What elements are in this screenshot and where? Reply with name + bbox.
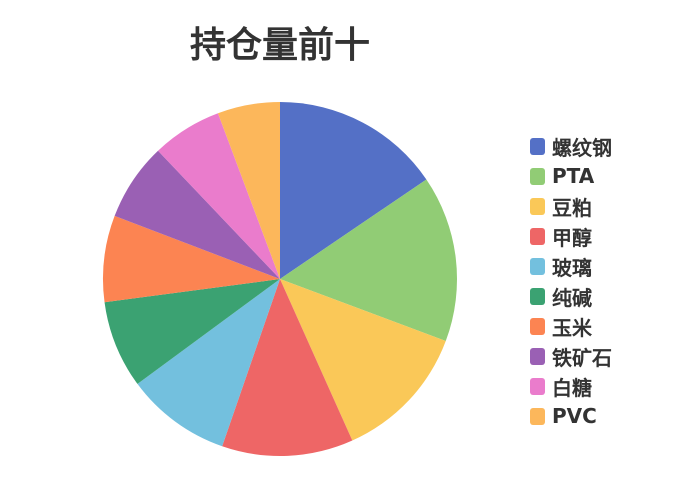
pie-slice-玉米[interactable]: [103, 215, 281, 303]
legend-swatch: [530, 347, 545, 365]
legend-item[interactable]: 豆粕: [530, 191, 612, 221]
pie-slice-PVC[interactable]: [217, 102, 280, 279]
legend-label: 白糖: [552, 375, 592, 400]
legend-item[interactable]: 螺纹钢: [530, 131, 612, 161]
pie-slice-纯碱[interactable]: [104, 279, 281, 384]
legend-label: 螺纹钢: [552, 135, 612, 160]
legend-item[interactable]: PTA: [530, 161, 612, 191]
legend-label: PVC: [552, 404, 597, 428]
legend-swatch: [530, 167, 545, 185]
legend-item[interactable]: 玻璃: [530, 251, 612, 281]
pie-slice-玻璃[interactable]: [137, 279, 280, 447]
legend-item[interactable]: 玉米: [530, 311, 612, 341]
legend: 螺纹钢 PTA 豆粕甲醇玻璃纯碱玉米铁矿石白糖 PVC: [530, 131, 612, 431]
legend-item[interactable]: 白糖: [530, 371, 612, 401]
legend-item[interactable]: 甲醇: [530, 221, 612, 251]
pie-slice-白糖[interactable]: [158, 113, 280, 279]
legend-swatch: [530, 377, 545, 395]
pie-slice-铁矿石[interactable]: [114, 150, 280, 279]
legend-swatch: [530, 257, 545, 275]
legend-label: 玻璃: [552, 255, 592, 280]
legend-swatch: [530, 407, 545, 425]
legend-label: PTA: [552, 164, 595, 188]
legend-label: 玉米: [552, 315, 592, 340]
legend-label: 甲醇: [552, 225, 592, 250]
legend-swatch: [530, 287, 545, 305]
pie-slice-豆粕[interactable]: [280, 279, 446, 441]
pie-slice-PTA[interactable]: [280, 179, 457, 342]
legend-swatch: [530, 227, 545, 245]
legend-item[interactable]: PVC: [530, 401, 612, 431]
legend-item[interactable]: 纯碱: [530, 281, 612, 311]
legend-swatch: [530, 197, 545, 215]
legend-swatch: [530, 317, 545, 335]
pie-slice-螺纹钢[interactable]: [280, 102, 427, 279]
legend-label: 铁矿石: [552, 345, 612, 370]
pie-slice-甲醇[interactable]: [222, 279, 353, 456]
legend-swatch: [530, 137, 545, 155]
legend-item[interactable]: 铁矿石: [530, 341, 612, 371]
legend-label: 纯碱: [552, 285, 592, 310]
chart-title: 持仓量前十: [189, 25, 370, 66]
legend-label: 豆粕: [552, 195, 592, 220]
